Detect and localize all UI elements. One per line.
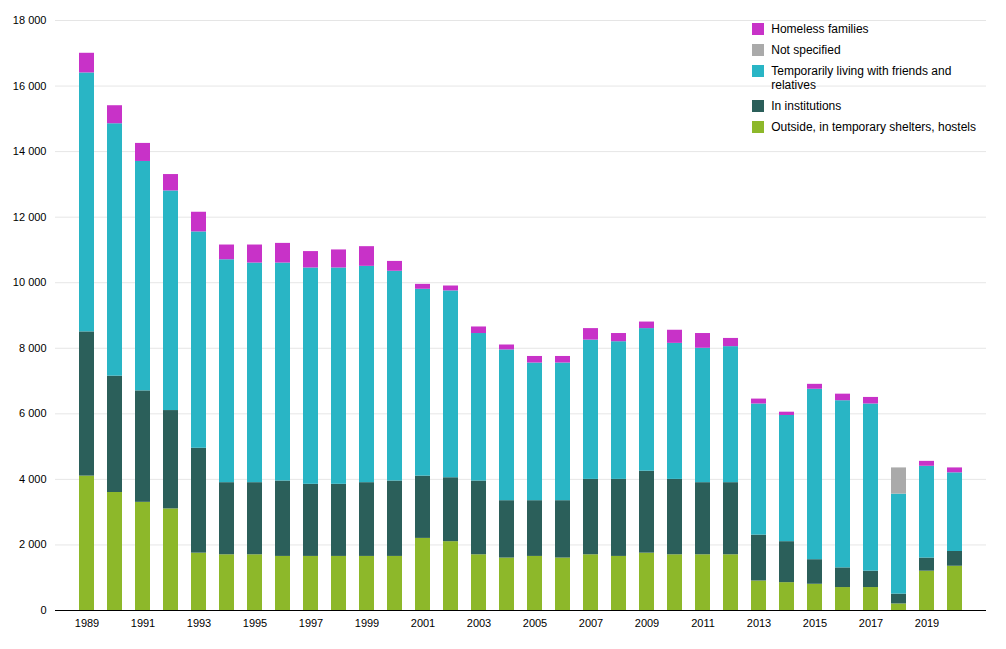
html-text:Homeless families: Homeless families	[771, 22, 869, 36]
svg-text:2013: 2013	[747, 617, 771, 629]
svg-text:2009: 2009	[635, 617, 659, 629]
svg-text:1993: 1993	[187, 617, 211, 629]
svg-text:18 000: 18 000	[13, 14, 47, 26]
html-text:In institutions: In institutions	[771, 99, 842, 113]
svg-text:1997: 1997	[299, 617, 323, 629]
svg-text:2003: 2003	[467, 617, 491, 629]
svg-text:10 000: 10 000	[13, 276, 47, 288]
svg-text:2017: 2017	[859, 617, 883, 629]
svg-text:1989: 1989	[75, 617, 99, 629]
html-text:Not specified: Not specified	[771, 43, 841, 57]
svg-text:1995: 1995	[243, 617, 267, 629]
svg-text:2005: 2005	[523, 617, 547, 629]
svg-text:2011: 2011	[691, 617, 715, 629]
html-text:Outside, in temporary shelters: Outside, in temporary shelters, hostels	[771, 120, 976, 134]
svg-text:4 000: 4 000	[19, 473, 47, 485]
svg-text:1999: 1999	[355, 617, 379, 629]
svg-text:0: 0	[40, 604, 46, 616]
svg-text:2 000: 2 000	[19, 538, 47, 550]
svg-text:2007: 2007	[579, 617, 603, 629]
svg-text:14 000: 14 000	[13, 145, 47, 157]
svg-text:2001: 2001	[411, 617, 435, 629]
svg-text:12 000: 12 000	[13, 211, 47, 223]
html-text:Temporarily living with friend: Temporarily living with friends and rela…	[771, 64, 952, 92]
svg-text:8 000: 8 000	[19, 342, 47, 354]
svg-text:16 000: 16 000	[13, 80, 47, 92]
svg-text:2015: 2015	[803, 617, 827, 629]
svg-text:1991: 1991	[131, 617, 155, 629]
svg-text:6 000: 6 000	[19, 407, 47, 419]
svg-text:2019: 2019	[915, 617, 939, 629]
